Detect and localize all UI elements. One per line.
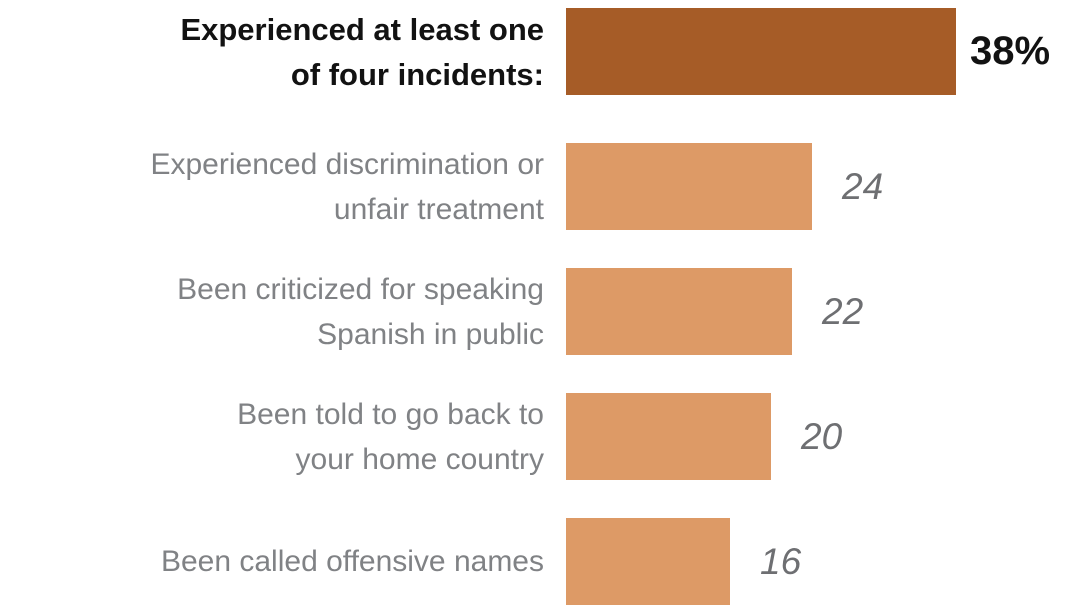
bar [566, 143, 812, 230]
value-label: 20 [801, 415, 843, 457]
chart-row: Been criticized for speaking Spanish in … [0, 268, 1084, 355]
category-label: Been criticized for speaking Spanish in … [177, 272, 544, 351]
category-label: Been told to go back to your home countr… [237, 397, 544, 476]
chart-row: Been told to go back to your home countr… [0, 393, 1084, 480]
chart-row: Been called offensive names 16 [0, 518, 1084, 605]
value-label: 22 [822, 290, 864, 332]
bar [566, 393, 771, 480]
category-label: Experienced discrimination or unfair tre… [150, 147, 544, 226]
category-label: Been called offensive names [160, 545, 544, 578]
bar [566, 268, 792, 355]
chart-row: Experienced discrimination or unfair tre… [0, 143, 1084, 230]
value-label: 38% [970, 29, 1051, 73]
chart-row: Experienced at least one of four inciden… [0, 8, 1084, 95]
bar [566, 8, 956, 95]
category-label: Experienced at least one of four inciden… [180, 11, 544, 92]
value-label: 24 [842, 165, 884, 207]
value-label: 16 [760, 540, 802, 582]
bar [566, 518, 730, 605]
